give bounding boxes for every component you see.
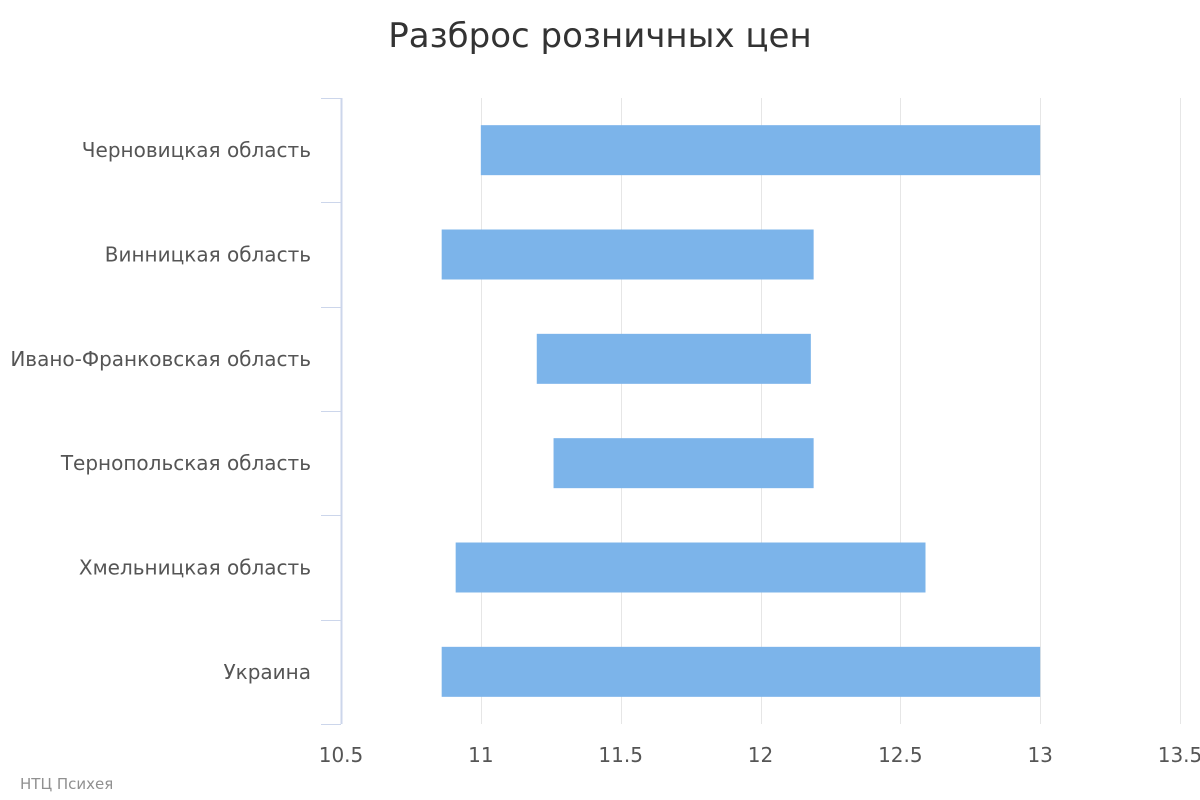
x-tick-label: 10.5 <box>319 743 364 767</box>
x-tick-label: 12 <box>748 743 773 767</box>
category-label: Ивано-Франковская область <box>10 347 311 371</box>
chart-credit[interactable]: НТЦ Психея <box>20 775 113 793</box>
range-bar[interactable] <box>536 333 811 384</box>
category-label: Украина <box>223 660 311 684</box>
x-tick-label: 13 <box>1027 743 1052 767</box>
category-label: Тернопольская область <box>60 451 311 475</box>
category-label: Хмельницкая область <box>79 556 311 580</box>
range-bar[interactable] <box>553 438 814 489</box>
x-tick-label: 12.5 <box>878 743 923 767</box>
category-label: Винницкая область <box>105 243 311 267</box>
x-tick-label: 13.5 <box>1158 743 1200 767</box>
grid-layer <box>481 98 1181 724</box>
range-bar[interactable] <box>480 125 1041 176</box>
x-tick-label: 11 <box>468 743 493 767</box>
category-label: Черновицкая область <box>82 138 311 162</box>
range-bar[interactable] <box>455 542 926 593</box>
bar-layer <box>441 125 1041 697</box>
label-layer: 10.5 11 11.5 12 12.5 13 13.5 Черновицкая област… <box>10 138 1200 767</box>
x-tick-label: 11.5 <box>598 743 643 767</box>
range-bar[interactable] <box>441 229 814 280</box>
axis-layer <box>321 98 343 725</box>
range-bar[interactable] <box>441 646 1041 697</box>
chart-title: Разброс розничных цен <box>388 16 811 56</box>
